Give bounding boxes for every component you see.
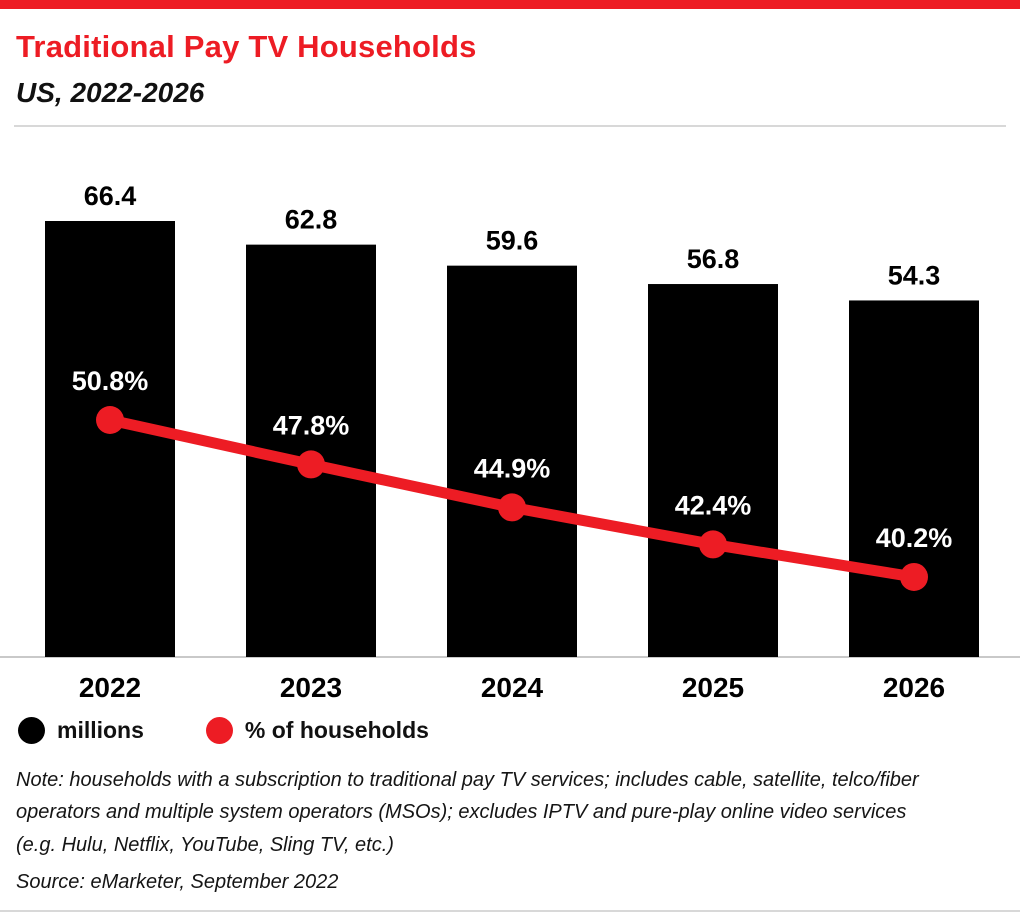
- header: Traditional Pay TV Households US, 2022-2…: [0, 9, 1020, 109]
- pct-households-dot-icon: [205, 717, 233, 744]
- pct-label-2025: 42.4%: [675, 490, 752, 520]
- bar-value-label-2024: 59.6: [486, 226, 539, 256]
- x-axis-label-2022: 2022: [79, 672, 141, 703]
- bar-value-label-2022: 66.4: [84, 181, 137, 211]
- legend-label-pct-households: % of households: [244, 717, 429, 743]
- pct-point-2022: [96, 406, 124, 434]
- bar-2026: [849, 300, 979, 657]
- notes-section: Note: households with a subscription to …: [0, 744, 1020, 894]
- footer: eMarketer|InsiderIntelligence.com: [0, 910, 1020, 920]
- note-text: Note: households with a subscription to …: [16, 769, 919, 856]
- chart-subtitle: US, 2022-2026: [16, 77, 205, 108]
- millions-dot-icon: [18, 717, 45, 744]
- header-divider: [14, 125, 1006, 127]
- pct-label-2022: 50.8%: [72, 366, 149, 396]
- pct-point-2023: [297, 450, 325, 479]
- legend-item-pct-households: % of households: [205, 717, 429, 744]
- bar-2024: [447, 265, 577, 657]
- bar-value-label-2026: 54.3: [888, 260, 941, 290]
- x-axis-label-2023: 2023: [280, 672, 342, 703]
- pct-label-2026: 40.2%: [876, 523, 953, 553]
- legend-item-millions: millions: [18, 717, 144, 744]
- chart-title: Traditional Pay TV Households: [16, 29, 477, 64]
- pct-point-2025: [699, 530, 727, 559]
- x-axis-label-2026: 2026: [883, 672, 945, 703]
- pct-label-2023: 47.8%: [273, 410, 350, 440]
- x-axis-label-2024: 2024: [481, 672, 544, 703]
- pct-label-2024: 44.9%: [474, 453, 551, 483]
- legend-label-millions: millions: [57, 717, 144, 743]
- chart-legend: millions % of households: [0, 705, 1020, 744]
- pct-point-2024: [498, 493, 526, 522]
- bar-line-chart: 66.4 2022 62.8 2023 59.6 2024 56.8 2025 54.3 2026…: [0, 181, 1020, 703]
- x-axis-label-2025: 2025: [682, 672, 744, 703]
- bar-value-label-2025: 56.8: [687, 244, 740, 274]
- pct-point-2026: [900, 562, 928, 591]
- bar-2022: [45, 221, 175, 657]
- source-text: Source: eMarketer, September 2022: [16, 871, 339, 894]
- bar-value-label-2023: 62.8: [285, 205, 338, 235]
- bar-2025: [648, 284, 778, 657]
- top-accent-bar: [0, 0, 1020, 9]
